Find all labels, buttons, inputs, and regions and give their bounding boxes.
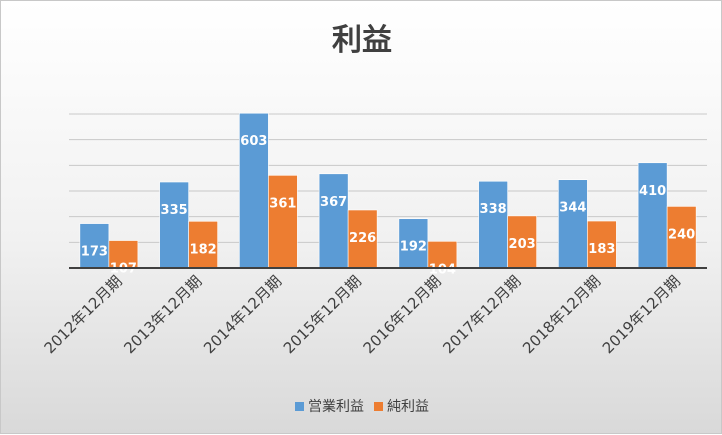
data-label: 226 <box>349 231 376 246</box>
bar-operating-profit <box>318 173 349 269</box>
data-label: 338 <box>480 202 507 217</box>
x-tick-label: 2012年12月期 <box>41 272 126 357</box>
legend-label: 純利益 <box>387 399 429 415</box>
data-label: 410 <box>639 184 666 199</box>
x-tick-label: 2015年12月期 <box>280 272 365 357</box>
bar-operating-profit <box>239 112 269 269</box>
data-label: 182 <box>190 242 217 257</box>
data-label: 344 <box>559 201 586 216</box>
bar-net-profit <box>587 220 617 269</box>
data-label: 361 <box>269 196 296 211</box>
x-tick-label: 2014年12月期 <box>200 272 285 357</box>
x-tick-label: 2013年12月期 <box>120 272 205 357</box>
data-label: 107 <box>110 262 137 277</box>
x-tick-label: 2017年12月期 <box>439 272 524 357</box>
legend-item: 純利益 <box>374 396 429 416</box>
bar-operating-profit <box>637 162 668 269</box>
data-label: 240 <box>668 227 695 242</box>
x-tick-label: 2019年12月期 <box>599 272 684 357</box>
legend: 営業利益 純利益 <box>1 396 722 416</box>
data-label: 173 <box>81 245 108 260</box>
legend-swatch <box>374 401 383 411</box>
bar-net-profit <box>347 209 378 269</box>
bar-operating-profit <box>558 179 588 269</box>
bar-operating-profit <box>478 180 508 269</box>
chart-title: 利益 <box>332 23 392 58</box>
legend-label: 営業利益 <box>308 399 364 415</box>
data-label: 104 <box>429 262 456 277</box>
data-label: 335 <box>161 203 188 218</box>
x-tick-label: 2018年12月期 <box>519 272 604 357</box>
data-label: 603 <box>240 134 267 149</box>
data-label: 203 <box>509 237 536 252</box>
x-tick-label: 2016年12月期 <box>360 272 445 357</box>
legend-swatch <box>295 401 304 411</box>
bar-net-profit <box>188 220 218 269</box>
legend-item: 営業利益 <box>295 396 364 416</box>
bar-net-profit <box>268 175 298 269</box>
data-label: 192 <box>400 240 427 255</box>
bar-net-profit <box>666 206 697 269</box>
data-label: 183 <box>588 242 615 257</box>
bar-operating-profit <box>159 181 189 269</box>
data-label: 367 <box>320 195 347 210</box>
